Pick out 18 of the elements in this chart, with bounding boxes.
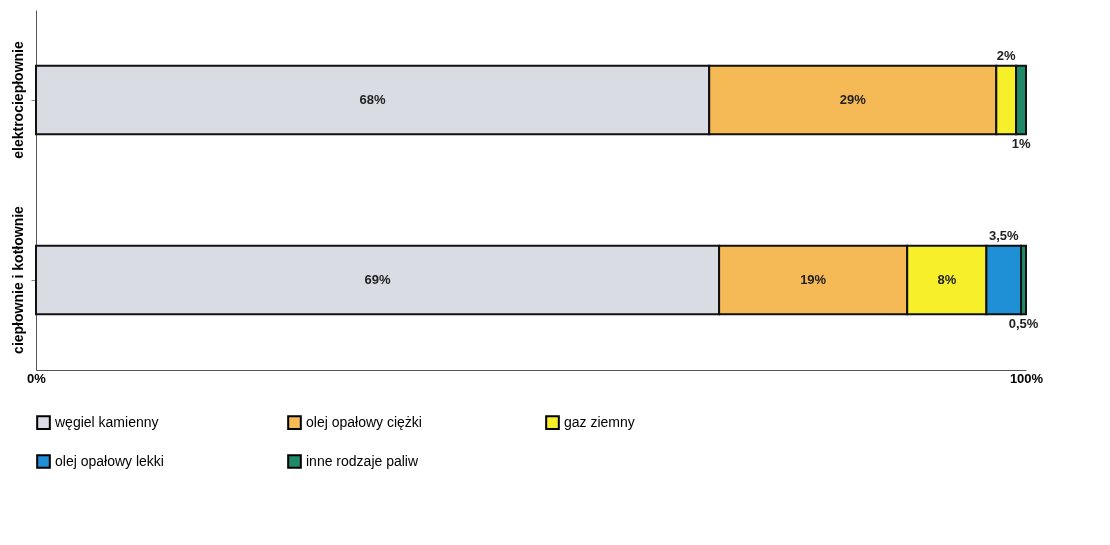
data-label: 8% xyxy=(937,272,957,287)
legend-label: olej opałowy lekki xyxy=(55,452,164,469)
y-tick-label: elektrociepłownie xyxy=(9,41,26,159)
legend-label: węgiel kamienny xyxy=(54,413,159,430)
legend-label: inne rodzaje paliw xyxy=(306,452,419,469)
data-label: 19% xyxy=(800,272,827,287)
data-label: 0,5% xyxy=(1008,316,1039,331)
legend-label: gaz ziemny xyxy=(564,413,635,430)
data-label: 1% xyxy=(1011,136,1031,151)
data-label: 68% xyxy=(359,92,387,107)
x-tick-label: 0% xyxy=(27,370,47,386)
x-tick-label: 100% xyxy=(1009,370,1044,386)
data-label: 69% xyxy=(364,272,391,287)
y-tick-label: ciepłownie i kotłownie xyxy=(9,205,26,354)
legend-label: olej opałowy ciężki xyxy=(306,413,422,430)
data-label: 29% xyxy=(839,92,867,107)
data-label: 2% xyxy=(996,48,1017,63)
data-label: 3,5% xyxy=(988,228,1019,243)
